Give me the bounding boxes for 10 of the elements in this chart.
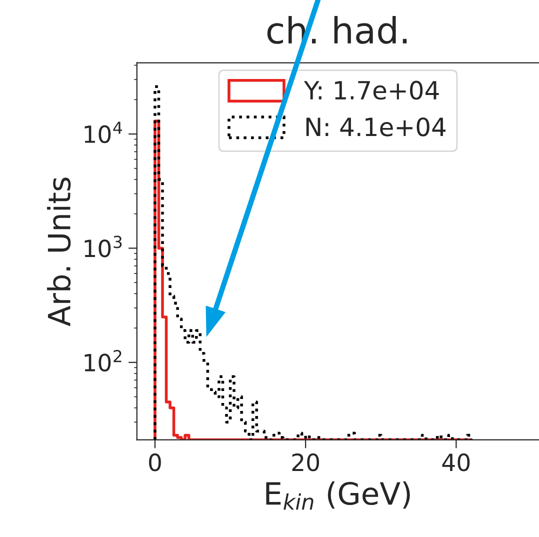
y-tick-label: 10$^{4}$ [84, 122, 122, 144]
x-tick-label: 40 [442, 453, 470, 472]
x-tick-label: 0 [149, 453, 161, 472]
y-tick-label: 10$^{2}$ [84, 350, 122, 372]
x-axis-title: E$_{kin}$ (GeV) [266, 481, 410, 510]
y-tick-label: 10$^{3}$ [84, 236, 122, 258]
legend-label: Y: 1.7e+04 [304, 80, 439, 100]
x-tick-label: 20 [292, 453, 320, 472]
legend-label: N: 4.1e+04 [306, 117, 446, 136]
y-axis-title: Arb. Units [47, 178, 71, 326]
